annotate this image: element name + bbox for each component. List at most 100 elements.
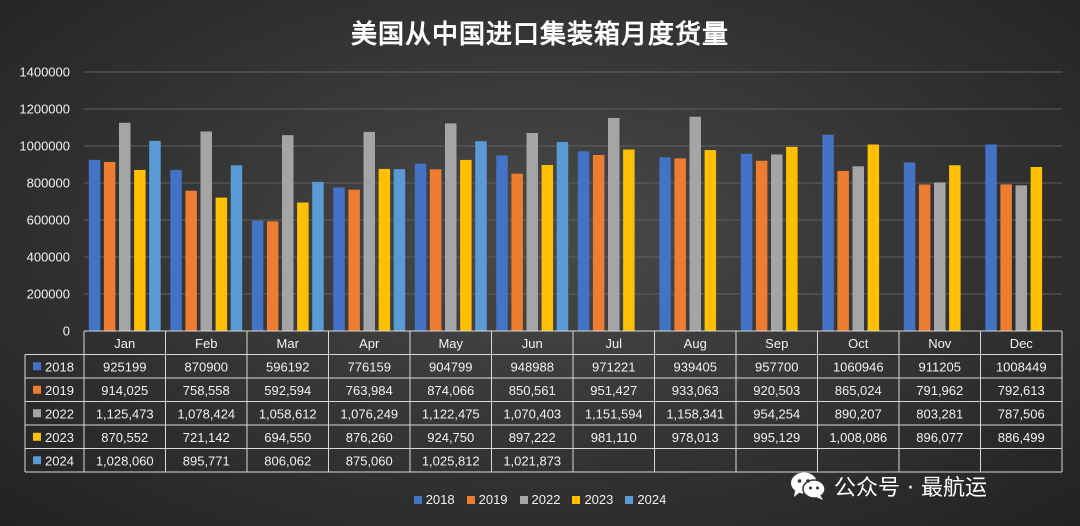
data-label: 1,025,812	[422, 453, 480, 468]
data-label: 957700	[755, 359, 798, 374]
data-label: 978,013	[672, 430, 719, 445]
bar-2023-Jul	[623, 149, 635, 331]
legend-swatch	[572, 496, 581, 504]
bar-2024-May	[475, 141, 487, 331]
bar-2019-May	[429, 169, 442, 331]
table-series-label: 2019	[45, 383, 74, 398]
data-label: 1,078,424	[177, 406, 235, 421]
legend-swatch	[625, 496, 634, 504]
data-label: 939405	[674, 359, 717, 374]
data-label: 954,254	[753, 406, 800, 421]
data-label: 1,151,594	[585, 406, 643, 421]
table-legend-key	[33, 362, 41, 371]
data-label: 951,427	[590, 383, 637, 398]
x-tick-label: Nov	[928, 336, 952, 351]
data-label: 904799	[429, 359, 472, 374]
data-label: 876,260	[346, 430, 393, 445]
data-label: 803,281	[916, 406, 963, 421]
bar-2018-Feb	[170, 169, 182, 331]
data-label: 596192	[266, 359, 309, 374]
watermark: 公众号 · 最航运	[790, 466, 987, 506]
data-label: 948988	[511, 359, 554, 374]
bar-2019-Apr	[348, 189, 360, 331]
data-label: 1060946	[833, 359, 884, 374]
bar-2018-Jan	[88, 159, 101, 331]
data-label: 1,076,249	[340, 406, 398, 421]
table-legend-key	[33, 432, 41, 441]
data-label: 874,066	[427, 383, 474, 398]
bar-2022-Aug	[689, 116, 701, 332]
y-tick-label: 1400000	[19, 65, 70, 80]
bar-2018-Aug	[659, 157, 671, 331]
x-tick-label: Jan	[114, 336, 135, 351]
data-label: 933,063	[672, 383, 719, 398]
bar-2019-Jun	[511, 173, 523, 331]
legend: 2018 2019 2022 2023 2024	[0, 492, 1080, 507]
table-series-label: 2022	[45, 406, 74, 421]
y-tick-label: 800000	[27, 176, 70, 191]
data-label: 1,122,475	[422, 406, 480, 421]
data-label: 850,561	[509, 383, 556, 398]
data-label: 920,503	[753, 383, 800, 398]
data-label: 763,984	[346, 383, 393, 398]
y-tick-label: 0	[63, 324, 70, 339]
bar-2024-Mar	[312, 181, 324, 331]
bar-2022-Jul	[608, 117, 620, 331]
x-tick-label: Feb	[195, 336, 217, 351]
bar-2023-Jun	[541, 165, 554, 331]
bar-2022-May	[445, 123, 457, 331]
x-tick-label: Dec	[1010, 336, 1034, 351]
data-label: 924,750	[427, 430, 474, 445]
bar-2018-Apr	[333, 187, 345, 331]
bar-2019-Oct	[837, 170, 849, 331]
bar-2022-Jun	[526, 132, 538, 331]
bar-2018-Dec	[985, 144, 997, 331]
data-label: 897,222	[509, 430, 556, 445]
data-label: 911205	[919, 359, 961, 374]
legend-swatch	[466, 496, 475, 504]
legend-label: 2022	[531, 492, 561, 507]
legend-swatch	[413, 496, 422, 504]
legend-swatch	[519, 496, 528, 504]
bar-2024-Jun	[556, 141, 569, 331]
data-label: 914,025	[101, 383, 148, 398]
bar-2023-Mar	[297, 202, 309, 331]
bar-2024-Feb	[230, 165, 243, 331]
chart-title: 美国从中国进口集装箱月度货量	[350, 20, 729, 50]
data-label: 792,613	[998, 383, 1045, 398]
legend-label: 2018	[425, 492, 455, 507]
bar-2022-Mar	[282, 135, 294, 331]
x-tick-label: Aug	[684, 336, 707, 351]
bar-2018-Jun	[496, 155, 508, 331]
bar-2019-Sep	[755, 160, 768, 331]
bar-2018-May	[414, 163, 427, 331]
bar-2023-May	[460, 159, 472, 331]
data-label: 896,077	[916, 430, 963, 445]
bar-2023-Aug	[704, 150, 717, 331]
bar-2023-Dec	[1030, 166, 1043, 331]
bar-2018-Jul	[577, 151, 590, 331]
data-label: 758,558	[183, 383, 230, 398]
bar-2019-Feb	[185, 190, 197, 331]
watermark-text: 公众号 · 最航运	[834, 476, 987, 501]
bar-2018-Mar	[251, 220, 264, 331]
data-label: 971221	[592, 359, 635, 374]
data-label: 895,771	[183, 453, 230, 468]
bar-2018-Nov	[903, 162, 916, 331]
data-label: 791,962	[916, 383, 963, 398]
data-label: 1,058,612	[259, 406, 317, 421]
bar-2023-Nov	[949, 165, 961, 331]
data-label: 721,142	[183, 430, 230, 445]
x-tick-label: Oct	[848, 336, 869, 351]
bar-2022-Dec	[1015, 185, 1027, 331]
bar-2024-Apr	[393, 169, 406, 331]
bar-2019-Dec	[1000, 184, 1012, 331]
y-tick-label: 400000	[27, 250, 70, 265]
bar-2022-Apr	[363, 131, 375, 331]
x-tick-label: Apr	[359, 336, 380, 351]
bar-2018-Sep	[740, 153, 753, 331]
data-label: 870900	[185, 359, 228, 374]
bar-2024-Jan	[149, 140, 161, 331]
table-series-label: 2023	[45, 430, 74, 445]
